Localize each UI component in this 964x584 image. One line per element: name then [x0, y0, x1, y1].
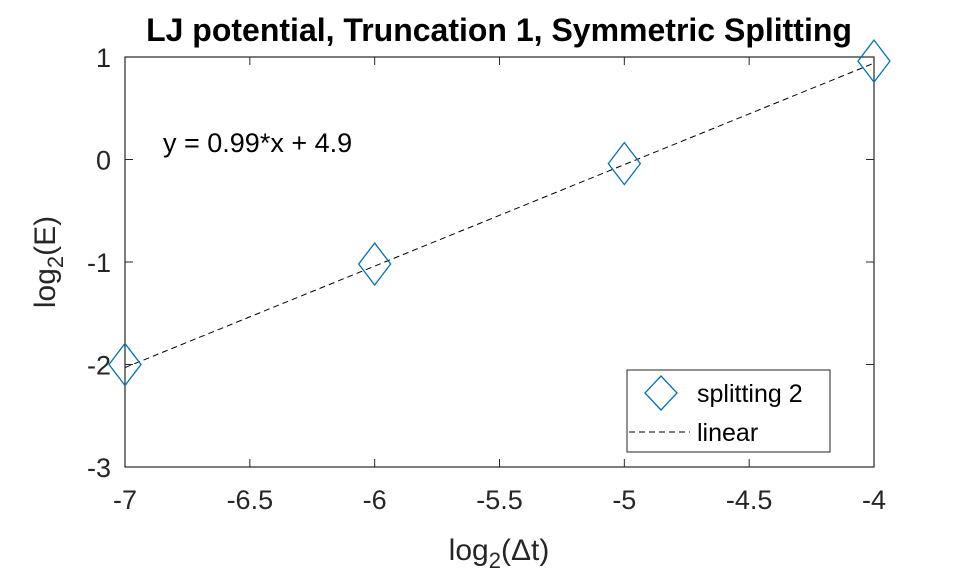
y-axis-label: log2(E) [29, 216, 68, 308]
data-point-diamond [857, 39, 891, 84]
y-axis-label-arg: (E) [29, 216, 62, 256]
series-layer [108, 39, 891, 387]
data-point-diamond [357, 241, 392, 287]
y-tick-label: 1 [96, 43, 111, 73]
legend: splitting 2 linear [626, 369, 831, 453]
x-axis-label-base: log [449, 534, 489, 567]
legend-box [626, 369, 831, 453]
y-ticks: -3 -2 -1 0 1 [87, 43, 874, 483]
x-axis-label: log2(Δt) [449, 534, 550, 573]
x-axis-label-arg: (Δt) [501, 534, 549, 567]
x-tick-label: -5.5 [476, 485, 523, 515]
y-axis-label-base: log [29, 268, 62, 308]
y-tick-label: -1 [87, 248, 111, 278]
y-tick-label: -3 [87, 453, 111, 483]
data-point-diamond [607, 141, 642, 186]
legend-entry-splitting: splitting 2 [697, 380, 803, 408]
x-axis-label-subscript: 2 [489, 548, 501, 573]
x-tick-label: -7 [113, 485, 137, 515]
x-tick-label: -4 [862, 485, 886, 515]
linear-fit-line [124, 62, 875, 369]
fit-equation-annotation: y = 0.99*x + 4.9 [163, 128, 352, 158]
y-tick-label: -2 [87, 351, 111, 381]
y-axis-label-subscript: 2 [43, 256, 68, 268]
legend-diamond-marker [644, 375, 678, 411]
data-point-diamond [108, 342, 142, 387]
plot-area: -7 -6.5 -6 -5.5 -5 -4.5 -4 -3 -2 -1 0 1 [87, 39, 891, 515]
x-tick-label: -6.5 [227, 485, 274, 515]
chart-title: LJ potential, Truncation 1, Symmetric Sp… [146, 12, 852, 48]
x-tick-label: -6 [363, 485, 387, 515]
x-tick-label: -4.5 [726, 485, 773, 515]
legend-entry-linear: linear [697, 419, 758, 447]
y-tick-label: 0 [96, 146, 111, 176]
x-ticks: -7 -6.5 -6 -5.5 -5 -4.5 -4 [113, 57, 886, 515]
x-tick-label: -5 [612, 485, 636, 515]
